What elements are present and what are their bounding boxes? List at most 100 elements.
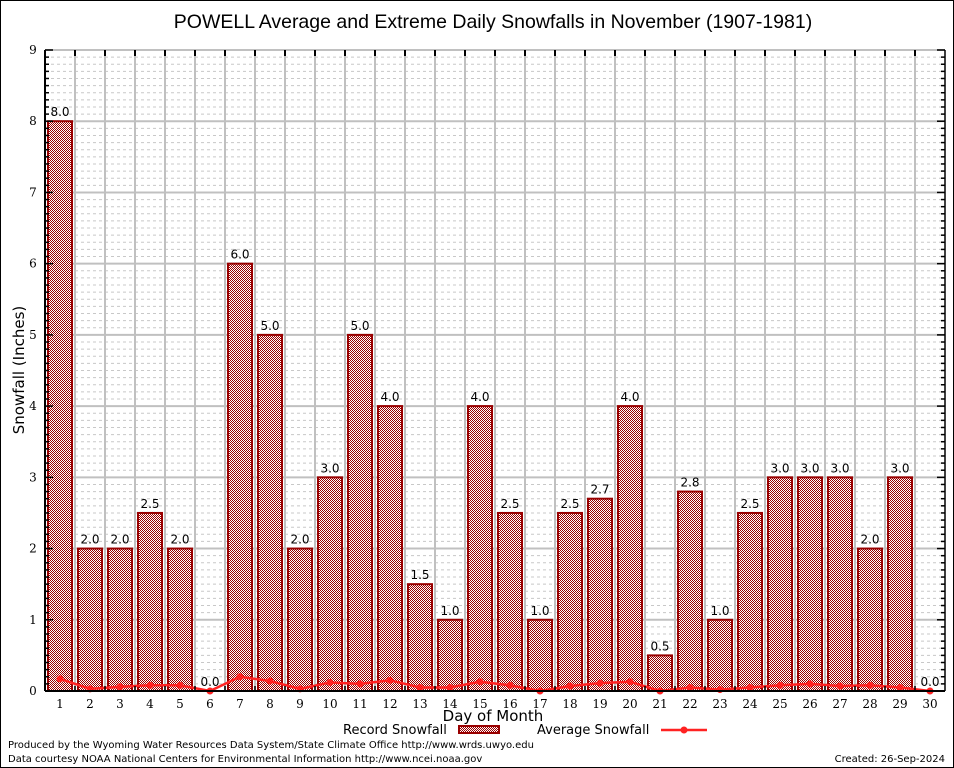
bar-record-day-17 [527,618,553,692]
x-tick-label: 28 [862,697,877,711]
y-tick-label: 3 [29,470,37,484]
data-label-day-24: 2.5 [740,497,759,511]
data-label-day-10: 3.0 [320,461,339,475]
y-tick-labels: 0 1 2 3 4 5 6 7 8 9 [29,43,37,698]
data-label-day-15: 4.0 [470,390,489,404]
bar-record-day-28 [857,547,883,692]
legend-marker-average [680,726,688,734]
x-tick-label: 25 [772,697,787,711]
average-point-day-27 [836,682,844,690]
x-tick-label: 7 [236,697,244,711]
x-tick-label: 16 [502,697,517,711]
average-point-day-20 [626,678,634,686]
data-label-day-14: 1.0 [440,604,459,618]
average-point-day-23 [716,686,724,694]
average-point-day-1 [56,675,64,683]
bar-record-day-26 [797,476,823,693]
x-tick-label: 2 [86,697,94,711]
average-point-day-10 [326,678,334,686]
x-tick-label: 1 [56,697,64,711]
y-tick-label: 2 [29,542,37,556]
data-label-day-7: 6.0 [230,248,249,262]
average-point-day-12 [386,676,394,684]
average-point-day-11 [356,680,364,688]
bar-record-day-2 [77,547,103,692]
x-tick-label: 15 [472,697,487,711]
average-point-day-25 [776,681,784,689]
bar-record-day-13 [407,583,433,693]
x-tick-label: 13 [412,697,427,711]
x-tick-label: 22 [682,697,697,711]
grid [45,49,945,691]
bar-record-day-5 [167,547,193,692]
bar-record-day-11 [347,333,373,692]
data-label-day-6: 0.0 [200,675,219,689]
data-label-day-26: 3.0 [800,461,819,475]
bar-record-day-19 [587,497,613,693]
data-label-day-3: 2.0 [110,533,129,547]
chart-title: POWELL Average and Extreme Daily Snowfal… [174,11,812,33]
footer-data-courtesy: Data courtesy NOAA National Centers for … [8,754,482,765]
average-point-day-18 [566,682,574,690]
legend-label-average: Average Snowfall [537,723,649,738]
record-bars [47,120,913,693]
x-tick-label: 12 [382,697,397,711]
bar-record-day-4 [137,511,163,693]
x-tick-label: 18 [562,697,577,711]
average-point-day-19 [596,679,604,687]
bar-record-day-22 [677,490,703,693]
data-label-day-30: 0.0 [920,675,939,689]
bar-record-day-18 [557,511,583,693]
x-tick-label: 29 [892,697,907,711]
average-point-day-13 [416,683,424,691]
average-point-day-28 [866,681,874,689]
data-label-day-27: 3.0 [830,461,849,475]
footer-produced-by: Produced by the Wyoming Water Resources … [8,740,534,751]
x-tick-label: 4 [146,697,154,711]
x-tick-label: 9 [296,697,304,711]
x-tick-label: 21 [652,697,667,711]
x-tick-label: 26 [802,697,817,711]
data-label-day-20: 4.0 [620,390,639,404]
average-point-day-7 [236,673,244,681]
bar-record-day-8 [257,333,283,692]
x-tick-label: 20 [622,697,637,711]
data-label-day-28: 2.0 [860,533,879,547]
bar-record-day-29 [887,476,913,693]
data-label-day-4: 2.5 [140,497,159,511]
x-tick-label: 19 [592,697,607,711]
data-label-day-13: 1.5 [410,568,429,582]
x-tick-label: 11 [352,697,367,711]
x-tick-label: 10 [322,697,337,711]
legend-label-record: Record Snowfall [343,723,447,738]
average-point-day-14 [446,683,454,691]
x-tick-label: 6 [206,697,214,711]
average-point-day-3 [116,683,124,691]
data-label-day-19: 2.7 [590,483,609,497]
data-label-day-16: 2.5 [500,497,519,511]
y-tick-label: 0 [29,684,37,698]
average-point-day-8 [266,677,274,685]
x-tick-label: 17 [532,697,547,711]
average-point-day-16 [506,681,514,689]
data-label-day-2: 2.0 [80,533,99,547]
bar-record-day-7 [227,262,253,692]
x-tick-label: 5 [176,697,184,711]
bar-record-day-20 [617,405,643,692]
data-label-day-17: 1.0 [530,604,549,618]
bar-record-day-9 [287,547,313,692]
x-axis-title: Day of Month [443,707,544,725]
data-label-day-29: 3.0 [890,461,909,475]
average-point-day-15 [476,678,484,686]
bar-record-day-25 [767,476,793,693]
bar-record-day-15 [467,405,493,692]
y-tick-label: 7 [29,185,37,199]
y-tick-label: 6 [29,257,37,271]
average-point-day-29 [896,683,904,691]
axes [44,49,946,692]
x-tick-label: 8 [266,697,274,711]
data-label-day-21: 0.5 [650,639,669,653]
data-label-day-25: 3.0 [770,461,789,475]
